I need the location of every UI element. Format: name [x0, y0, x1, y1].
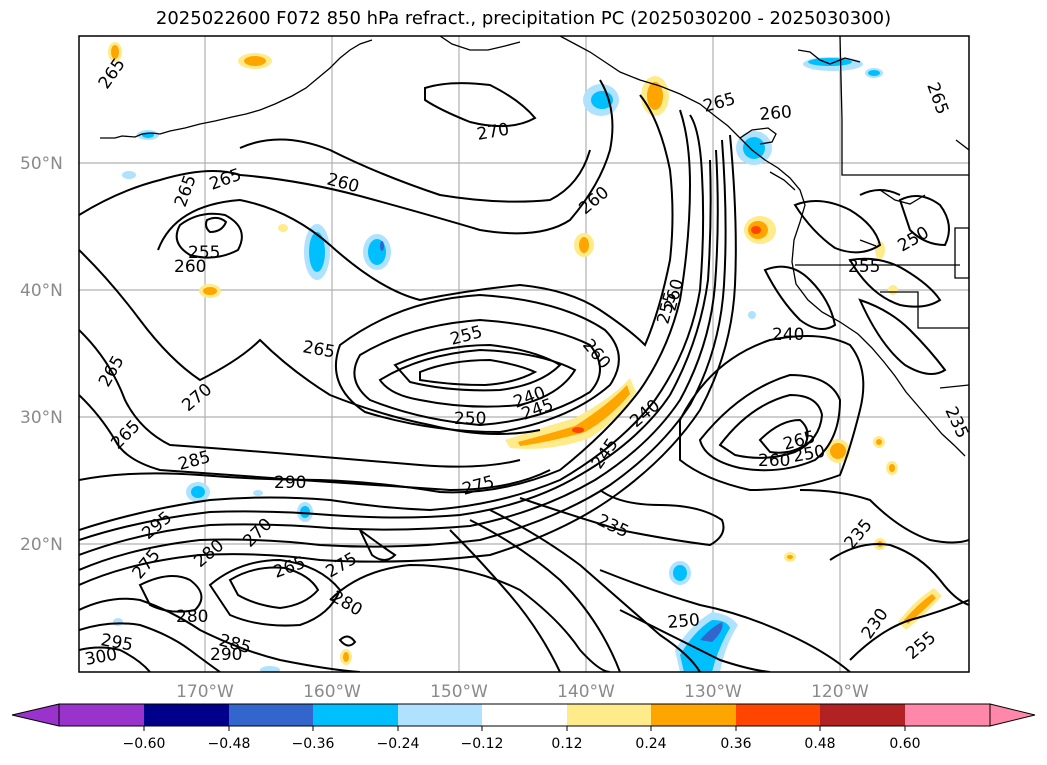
colorbar: −0.60 −0.48 −0.36 −0.24 −0.12 0.12 0.24 … — [11, 703, 1036, 752]
colorbar-tick-label: −0.24 — [377, 736, 420, 752]
colorbar-segment — [59, 704, 144, 726]
precip-patches — [108, 42, 942, 672]
colorbar-segment — [820, 704, 905, 726]
colorbar-tick-label: −0.60 — [123, 736, 166, 752]
map-title: 2025022600 F072 850 hPa refract., precip… — [155, 8, 892, 29]
longitude-labels: 170°W 160°W 150°W 140°W 130°W 120°W — [176, 682, 869, 702]
coastlines — [100, 36, 969, 457]
lat-label-40n: 40°N — [20, 281, 63, 301]
lon-label-150w: 150°W — [430, 682, 488, 702]
colorbar-segment — [313, 704, 398, 726]
lat-label-30n: 30°N — [20, 408, 63, 428]
colorbar-segment — [736, 704, 820, 726]
colorbar-tick-label: 0.60 — [889, 736, 920, 752]
colorbar-arrow-left — [11, 703, 60, 727]
colorbar-tick-label: 0.12 — [551, 736, 582, 752]
colorbar-segment — [905, 704, 990, 726]
contour-label: 280 — [176, 607, 208, 627]
colorbar-tick-label: 0.36 — [720, 736, 751, 752]
colorbar-tick-label: −0.12 — [461, 736, 504, 752]
contour-label: 290 — [274, 473, 306, 493]
contour-label: 250 — [667, 610, 701, 633]
contour-label: 255 — [848, 257, 880, 277]
lon-label-160w: 160°W — [303, 682, 361, 702]
refractivity-contours — [79, 79, 969, 672]
colorbar-segment — [567, 704, 651, 726]
colorbar-segment — [229, 704, 313, 726]
colorbar-tick-label: 0.24 — [635, 736, 666, 752]
colorbar-arrow-right — [989, 703, 1036, 727]
contour-label: 290 — [210, 645, 242, 665]
lon-label-140w: 140°W — [557, 682, 615, 702]
contour-label: 260 — [174, 257, 206, 277]
colorbar-tick-label: −0.48 — [208, 736, 251, 752]
colorbar-tick-label: −0.36 — [292, 736, 335, 752]
graticule — [79, 36, 969, 672]
colorbar-segment — [144, 704, 229, 726]
colorbar-segment — [398, 704, 482, 726]
map-frame — [78, 35, 970, 673]
lon-label-120w: 120°W — [811, 682, 869, 702]
latitude-labels: 50°N 40°N 30°N 20°N — [20, 154, 63, 555]
colorbar-tick-label: 0.48 — [804, 736, 835, 752]
map-panel: 265 265 265 265 255 260 260 270 260 260 … — [79, 36, 969, 672]
lat-label-50n: 50°N — [20, 154, 63, 174]
colorbar-segment — [651, 704, 736, 726]
lon-label-170w: 170°W — [176, 682, 234, 702]
contour-label: 260 — [758, 451, 790, 471]
contour-label: 260 — [759, 102, 793, 125]
contour-label: 240 — [772, 325, 804, 345]
lon-label-130w: 130°W — [684, 682, 742, 702]
colorbar-segment — [482, 704, 567, 726]
lat-label-20n: 20°N — [20, 535, 63, 555]
contour-label: 250 — [454, 409, 486, 429]
contour-label: 255 — [188, 243, 220, 263]
